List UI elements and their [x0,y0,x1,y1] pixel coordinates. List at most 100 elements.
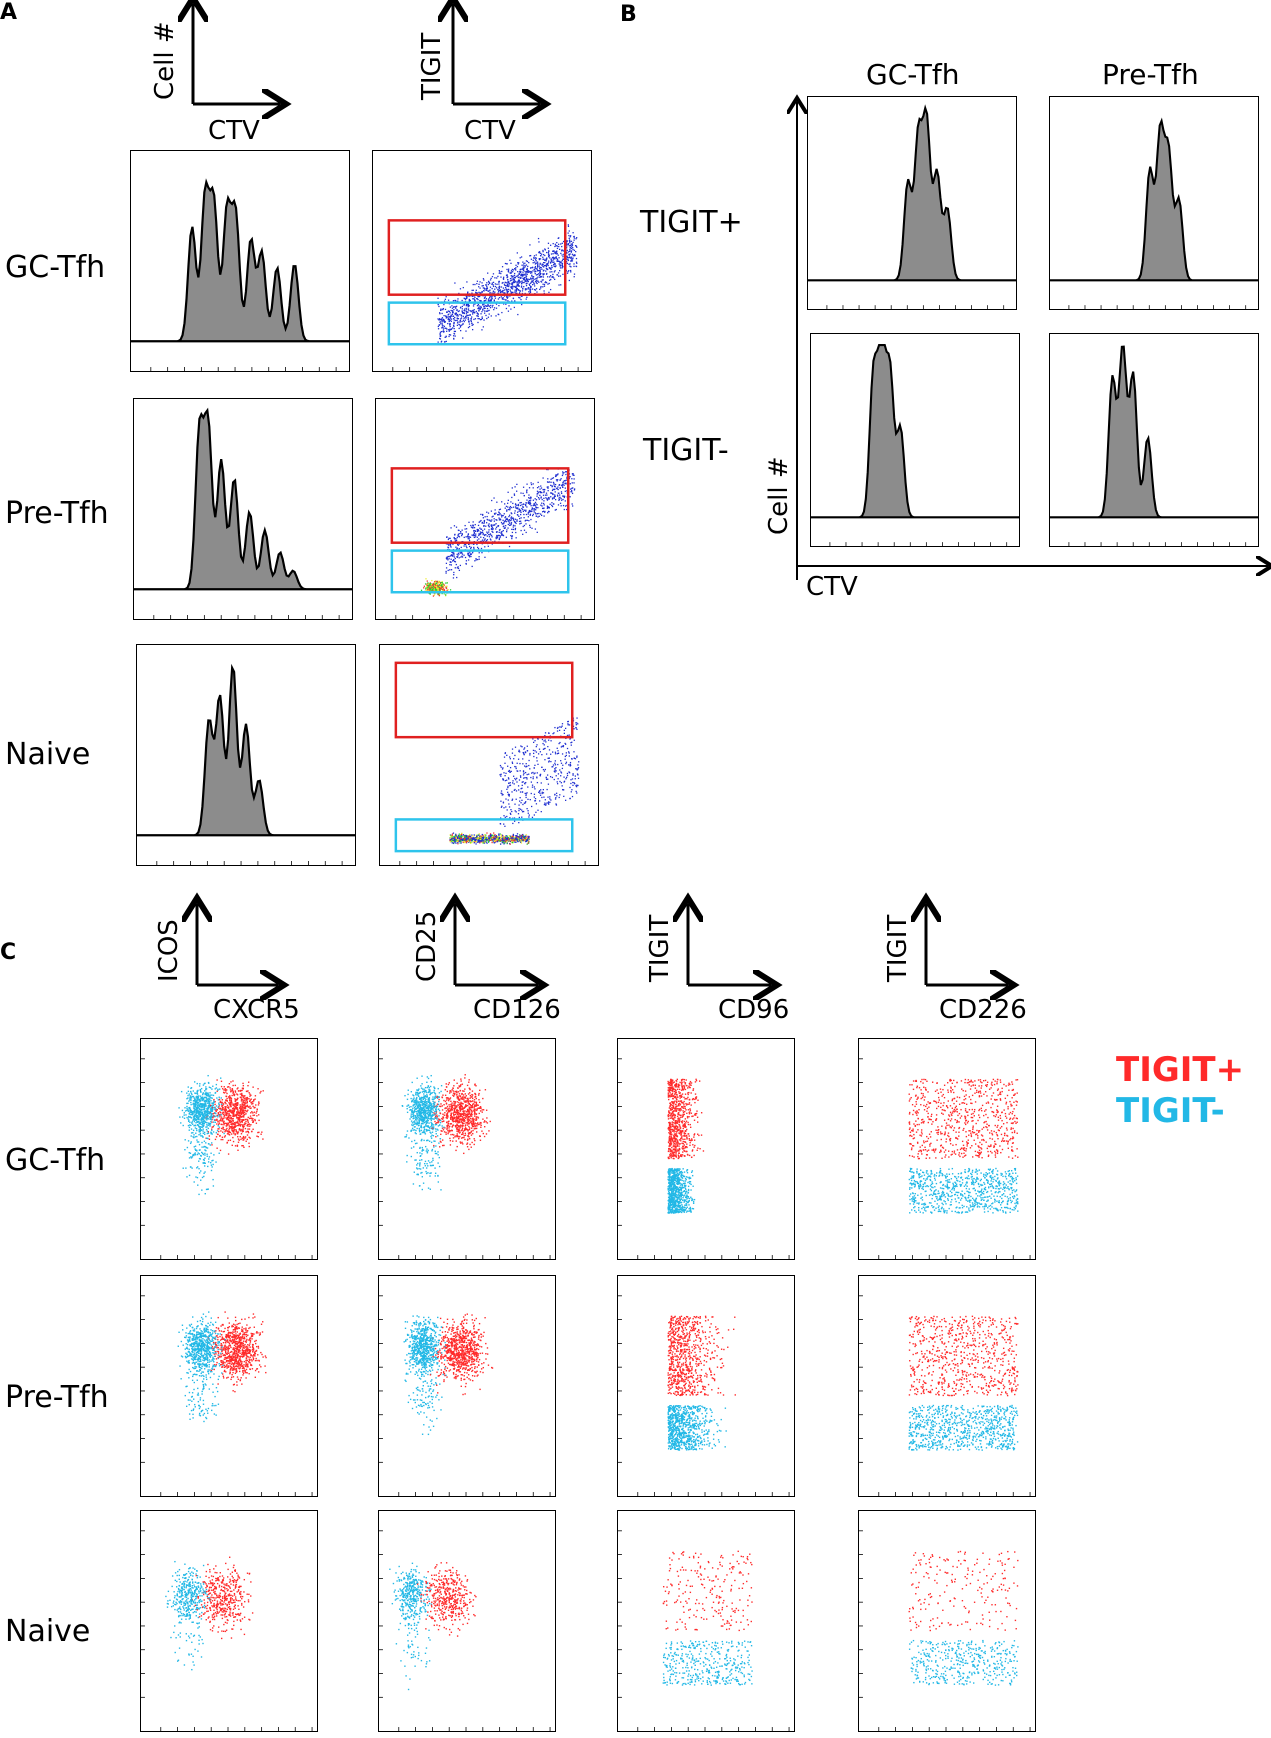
histogram-curve [808,104,1016,282]
a-hist-panel [136,644,356,866]
c-scatter-svg [859,1530,1031,1731]
c-dot-cloud [908,1550,1019,1686]
a1-y-label: Cell # [150,21,180,100]
panel-label-a: A [0,0,18,25]
c-scatter-panel [378,1510,556,1732]
gate-tigit-pos [394,661,574,739]
histogram-curve [137,663,355,837]
c-row-label: Pre-Tfh [5,1380,109,1415]
a-dot-panel [372,150,592,372]
c-scatter-svg [859,1058,1031,1259]
a-dot-cloud [420,468,576,597]
c-scatter-panel [617,1275,795,1497]
legend-tigit-neg: TIGIT- [1116,1091,1225,1131]
panel-label-b: B [620,2,637,27]
a-dot-cloud [437,224,578,346]
c-scatter-svg [141,1058,313,1259]
c-dot-cloud [177,1311,267,1423]
a-dot-panel [379,644,599,866]
a-hist-svg [131,178,349,371]
histogram-curve [131,178,349,343]
c1-x-label: CXCR5 [213,995,300,1025]
b-hist-panel [1049,96,1259,310]
c3-x-label: CD96 [718,995,790,1025]
c-scatter-svg [141,1295,313,1496]
c-dot-cloud [403,1313,494,1436]
a-hist-panel [130,150,350,372]
c-scatter-svg [859,1295,1031,1496]
c-scatter-svg [618,1058,790,1259]
a-dot-panel [375,398,595,620]
b-x-label: CTV [806,572,858,602]
b-row-label: TIGIT- [643,433,729,468]
histogram-curve [134,407,352,591]
b-hist-svg [811,344,1019,546]
a-row-label: Pre-Tfh [5,496,109,531]
c3-y-label: TIGIT [645,914,675,982]
legend-tigit-pos: TIGIT+ [1116,1050,1245,1090]
c-dot-cloud [667,1315,736,1451]
a2-x-label: CTV [464,116,516,146]
c-dot-cloud [667,1078,705,1214]
axis-key-a1 [191,4,280,104]
c-dot-cloud [662,1550,753,1686]
c-scatter-svg [379,1530,551,1731]
c-dot-cloud [165,1556,254,1671]
b-col-label: Pre-Tfh [1102,58,1199,91]
c-scatter-panel [140,1275,318,1497]
gate-tigit-pos [387,219,567,296]
b-hist-panel [810,333,1020,547]
c-dot-cloud [389,1562,477,1691]
b-hist-svg [1050,345,1258,546]
c-scatter-panel [858,1038,1036,1260]
a2-y-label: TIGIT [417,32,447,100]
c-scatter-svg [379,1058,551,1259]
c-scatter-panel [617,1038,795,1260]
c-scatter-svg [618,1295,790,1496]
c-scatter-panel [858,1275,1036,1497]
c-scatter-panel [378,1275,556,1497]
c-dot-cloud [908,1078,1019,1214]
gate-tigit-pos [390,467,570,544]
c-scatter-panel [858,1510,1036,1732]
c-scatter-panel [140,1038,318,1260]
a-dot-svg [387,219,579,371]
c-row-label: Naive [5,1614,91,1649]
b-hist-panel [807,96,1017,310]
panel-label-c: C [0,940,17,965]
histogram-curve [811,344,1019,519]
c-scatter-panel [378,1038,556,1260]
a-dot-svg [394,661,586,865]
a-dot-svg [390,467,582,619]
a-hist-panel [133,398,353,620]
a-row-label: GC-Tfh [5,250,106,285]
c-scatter-svg [618,1530,790,1731]
b-hist-panel [1049,333,1259,547]
c-dot-cloud [178,1074,264,1196]
gate-tigit-neg [390,549,570,594]
histogram-curve [1050,117,1258,282]
b-hist-svg [1050,117,1258,309]
c-dot-cloud [401,1074,491,1191]
c4-x-label: CD226 [939,995,1027,1025]
a-row-label: Naive [5,737,91,772]
c2-y-label: CD25 [412,910,442,982]
c4-y-label: TIGIT [883,914,913,982]
histogram-curve [1050,345,1258,519]
c-scatter-panel [617,1510,795,1732]
c-row-label: GC-Tfh [5,1143,106,1178]
b-y-label: Cell # [764,456,794,535]
c-scatter-svg [379,1295,551,1496]
b-row-label: TIGIT+ [640,205,743,240]
c2-x-label: CD126 [473,995,561,1025]
c1-y-label: ICOS [154,919,184,982]
b-hist-svg [808,104,1016,309]
gate-tigit-neg [387,301,567,346]
gate-tigit-neg [394,818,574,853]
c-dot-cloud [908,1315,1019,1451]
c-scatter-panel [140,1510,318,1732]
a-hist-svg [134,407,352,619]
c-scatter-svg [141,1530,313,1731]
a-dot-cloud [449,717,580,845]
